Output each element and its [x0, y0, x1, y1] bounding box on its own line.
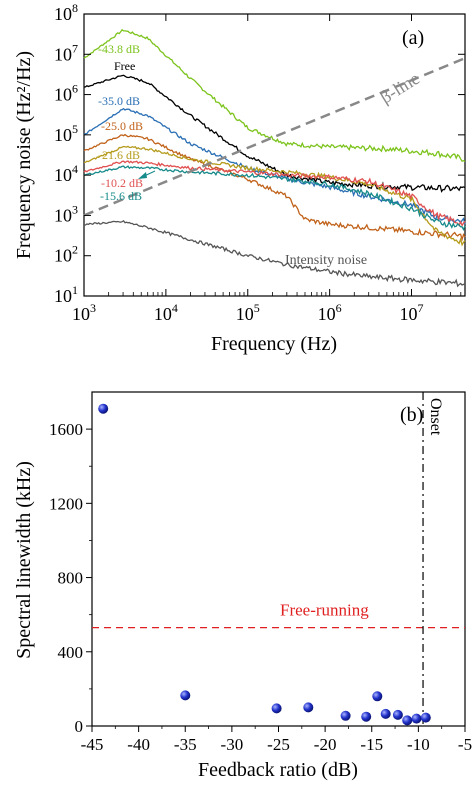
x-tick-label: -10	[407, 735, 430, 754]
scatter-point	[402, 715, 413, 726]
series-label-35-0-db: -35.0 dB	[98, 94, 140, 108]
panel-b-points	[98, 403, 431, 726]
x-tick-label: 105	[236, 301, 260, 324]
series-label-15-6-db: -15.6 dB	[100, 189, 142, 203]
y-tick-label: 107	[54, 41, 78, 64]
panel-b-ticks: -45 -40 -35 -30 -25 -20 -15 -10 -5 0 400 800 1200 160…	[49, 420, 472, 754]
y-tick-label: 400	[58, 643, 84, 662]
x-tick-label: -35	[174, 735, 197, 754]
x-tick-label: 107	[400, 301, 424, 324]
x-tick-label: 104	[154, 301, 178, 324]
x-tick-label: -20	[314, 735, 337, 754]
scatter-point	[420, 712, 431, 723]
y-tick-label: 103	[54, 202, 78, 225]
panel-b-reference-lines: Free-running Onset	[92, 392, 465, 726]
series-label-21-6-db: -21.6 dB	[98, 148, 140, 162]
x-tick-label: -40	[127, 735, 150, 754]
x-tick-label: -30	[221, 735, 244, 754]
series-label-25-0-db: -25.0 dB	[101, 119, 143, 133]
y-tick-label: 1600	[49, 420, 83, 439]
scatter-point	[340, 710, 351, 721]
y-tick-label: 800	[58, 569, 84, 588]
panel-a-series-group	[83, 28, 466, 288]
scatter-point	[392, 709, 403, 720]
panel-a-series-labels: -43.8 dB Free -35.0 dB -25.0 dB -21.6 dB -10.…	[98, 42, 156, 203]
series-line-15-6-db	[83, 165, 466, 232]
series-line-25-0-db	[83, 133, 466, 242]
panel-a-label: (a)	[402, 27, 424, 49]
series-line-43-8-db	[83, 28, 466, 163]
x-tick-label: -45	[81, 735, 104, 754]
panel-b-y-axis-title: Spectral linewidth (kHz)	[13, 461, 35, 659]
series-label-arrowhead	[138, 172, 147, 179]
x-tick-label: 106	[318, 301, 342, 324]
beta-line-label: β-line	[377, 68, 423, 107]
series-line-line	[83, 57, 466, 217]
panel-a: -43.8 dB Free -35.0 dB -25.0 dB -21.6 dB -10.…	[13, 1, 466, 355]
intensity-noise-label: Intensity noise	[285, 253, 367, 268]
series-label-10-2-db: -10.2 dB	[101, 176, 143, 190]
x-tick-label: -25	[267, 735, 290, 754]
series-label-43-8-db: -43.8 dB	[98, 42, 140, 56]
x-tick-label: 103	[72, 301, 96, 324]
y-tick-label: 105	[54, 122, 78, 145]
reference-label-free-running: Free-running	[280, 601, 369, 620]
panel-a-y-axis-title: Frequency noise (Hz²/Hz)	[13, 51, 35, 259]
y-tick-label: 0	[75, 717, 84, 736]
series-label-free: Free	[114, 59, 135, 73]
panel-b-plot-frame	[91, 391, 466, 727]
scatter-point	[303, 702, 314, 713]
series-line-21-6-db	[83, 145, 466, 247]
y-tick-label: 108	[54, 1, 78, 24]
scatter-point	[361, 711, 372, 722]
y-tick-label: 106	[54, 82, 78, 105]
x-tick-label: -15	[360, 735, 383, 754]
y-tick-label: 101	[54, 283, 78, 306]
y-tick-label: 1200	[49, 494, 83, 513]
scatter-point	[271, 703, 282, 714]
reference-label-onset: Onset	[427, 398, 444, 436]
series-line-free	[83, 74, 466, 193]
scatter-point	[180, 690, 191, 701]
scatter-point	[98, 403, 109, 414]
panel-a-x-axis-title: Frequency (Hz)	[211, 333, 337, 355]
scatter-point	[380, 708, 391, 719]
y-tick-label: 102	[54, 243, 78, 266]
series-line-10-2-db	[83, 160, 466, 227]
panel-b-x-axis-title: Feedback ratio (dB)	[198, 759, 358, 781]
series-line-intensity-noise	[83, 219, 466, 288]
y-tick-label: 104	[54, 162, 78, 185]
panel-a-plot-frame	[83, 13, 466, 297]
panel-b-label: (b)	[400, 404, 423, 426]
scatter-point	[411, 713, 422, 724]
x-tick-label: -5	[458, 735, 472, 754]
scatter-point	[372, 691, 383, 702]
